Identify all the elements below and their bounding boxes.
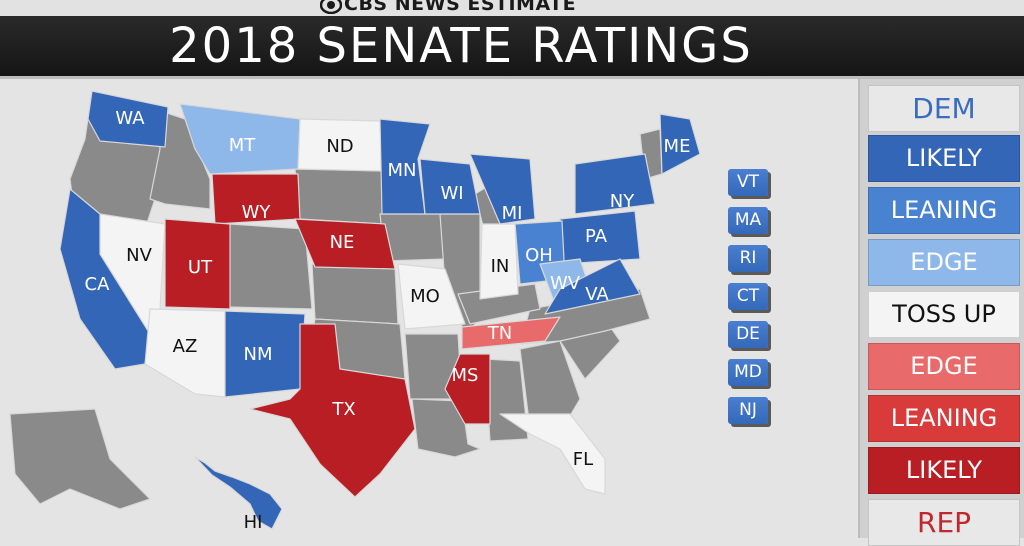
label-ms: MS <box>452 365 479 386</box>
state-fl <box>499 413 606 495</box>
state-wi <box>419 158 481 215</box>
label-va: VA <box>585 284 609 305</box>
state-mi <box>469 153 536 225</box>
legend-item: LEANING <box>868 395 1020 442</box>
callout-vt: VT <box>728 169 768 196</box>
label-wa: WA <box>115 108 145 129</box>
callout-nj: NJ <box>728 397 768 424</box>
state-tn <box>461 316 561 350</box>
label-wv: WV <box>550 273 581 294</box>
label-mo: MO <box>410 286 440 307</box>
label-tx: TX <box>331 399 355 420</box>
state-ne <box>294 218 396 270</box>
state-va <box>544 258 641 315</box>
state-in <box>479 223 519 300</box>
callout-ct: CT <box>728 283 768 310</box>
state-ny <box>574 153 656 215</box>
label-oh: OH <box>525 245 553 266</box>
label-pa: PA <box>585 226 608 247</box>
label-az: AZ <box>173 336 198 357</box>
label-in: IN <box>491 256 510 277</box>
legend-item: EDGE <box>868 343 1020 390</box>
label-nm: NM <box>244 344 273 365</box>
us-senate-map: WA MT ND MN WI MI ME NY PA OH WV VA IN W… <box>0 79 860 538</box>
ratings-legend: DEM LIKELY LEANING EDGE TOSS UP EDGE LEA… <box>858 79 1024 546</box>
state-mt <box>179 103 301 175</box>
callout-ri: RI <box>728 245 768 272</box>
state-ms <box>444 353 491 425</box>
label-ca: CA <box>85 274 111 295</box>
label-wy: WY <box>242 202 272 223</box>
legend-rep-label: REP <box>916 506 972 539</box>
brand-strip: CBS NEWS ESTIMATE <box>0 0 1024 16</box>
legend-dem-label: DEM <box>912 92 976 125</box>
label-me: ME <box>664 136 691 157</box>
network-brand: CBS NEWS ESTIMATE <box>320 0 576 15</box>
legend-dem-header: DEM <box>868 85 1020 132</box>
legend-item: LIKELY <box>868 135 1020 182</box>
title-bar: 2018 SENATE RATINGS <box>0 16 1024 79</box>
legend-item: TOSS UP <box>868 291 1020 338</box>
cbs-eye-icon <box>320 0 342 14</box>
label-mn: MN <box>388 160 417 181</box>
state-mn <box>379 118 431 215</box>
state-hi <box>194 456 283 530</box>
label-wi: WI <box>440 183 463 204</box>
label-mi: MI <box>502 203 523 224</box>
state-ks <box>311 263 399 325</box>
label-mt: MT <box>229 135 257 156</box>
state-tx <box>249 323 416 498</box>
state-wa <box>87 90 169 148</box>
state-co <box>227 223 313 310</box>
callout-de: DE <box>728 321 768 348</box>
brand-text: CBS NEWS ESTIMATE <box>344 0 577 15</box>
legend-item: EDGE <box>868 239 1020 286</box>
label-tn: TN <box>487 323 512 344</box>
label-nv: NV <box>126 245 152 266</box>
legend-item: LIKELY <box>868 447 1020 494</box>
label-ny: NY <box>610 191 635 212</box>
state-mo <box>397 263 466 330</box>
label-ut: UT <box>188 257 213 278</box>
label-hi: HI <box>244 512 263 533</box>
state-ak <box>9 408 151 510</box>
legend-rep-header: REP <box>868 499 1020 546</box>
callout-md: MD <box>728 359 768 386</box>
state-az <box>144 308 226 398</box>
label-ne: NE <box>330 232 355 253</box>
label-nd: ND <box>326 136 353 157</box>
page-title: 2018 SENATE RATINGS <box>169 18 753 74</box>
state-sd <box>294 168 386 225</box>
label-fl: FL <box>573 449 593 470</box>
callout-ma: MA <box>728 207 768 234</box>
legend-item: LEANING <box>868 187 1020 234</box>
state-ut <box>164 218 231 310</box>
state-me <box>659 113 701 175</box>
map-canvas: WA MT ND MN WI MI ME NY PA OH WV VA IN W… <box>9 90 701 533</box>
